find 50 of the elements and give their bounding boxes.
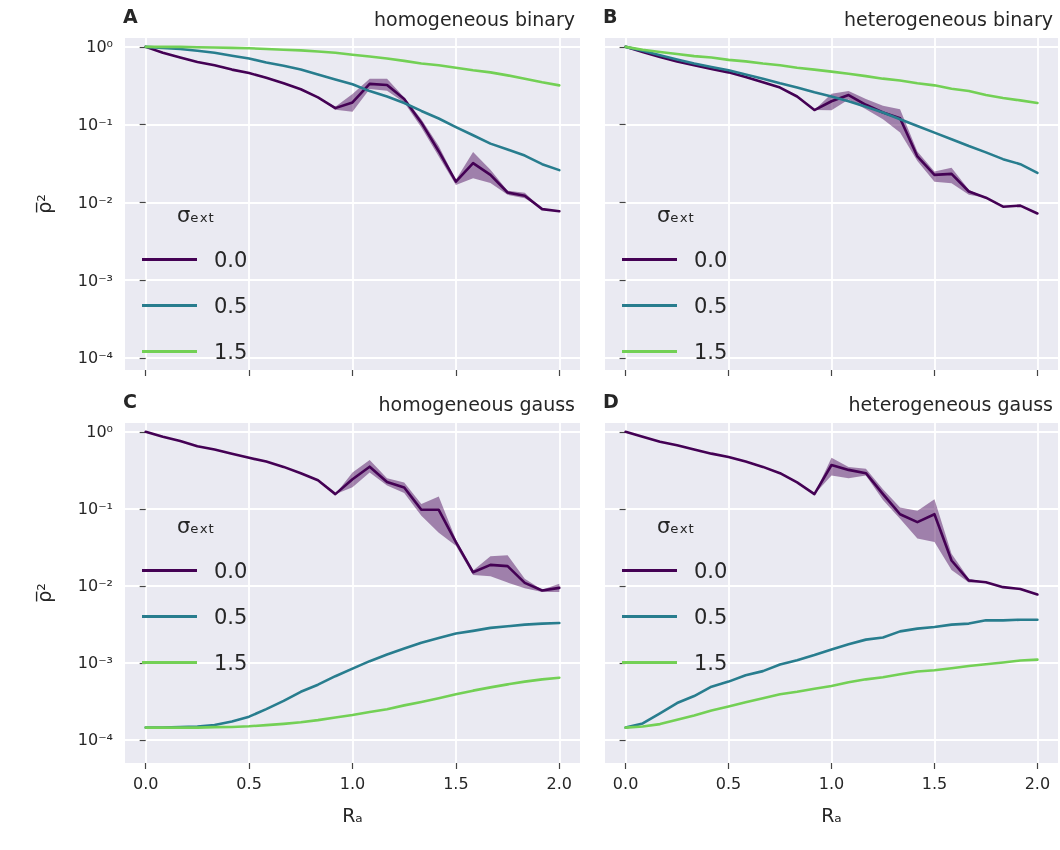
text: B [603, 4, 618, 27]
y-tick-label: 10⁰ [86, 422, 113, 442]
y-tick-label: 10⁻² [77, 576, 113, 596]
legend-title: σₑₓₜ [657, 202, 695, 227]
legend-label: 0.5 [694, 604, 728, 629]
text: D [603, 389, 619, 412]
chart-title: homogeneous binary [374, 7, 575, 30]
x-tick-label: 0.0 [132, 773, 159, 793]
x-tick-label: 1.5 [921, 773, 948, 793]
x-tick-label: 0.5 [715, 773, 742, 793]
chart-title: homogeneous gauss [378, 392, 576, 415]
y-tick-label: 10⁻⁴ [77, 348, 113, 368]
legend-label: 0.5 [694, 293, 728, 318]
y-tick-label: 10⁻³ [77, 270, 113, 290]
legend-label: 1.5 [214, 339, 248, 364]
legend-label: 0.0 [694, 247, 728, 272]
chart-title: heterogeneous binary [843, 7, 1054, 30]
x-tick-label: 1.5 [443, 773, 469, 793]
y-tick-label: 10⁻¹ [77, 499, 113, 519]
y-tick-label: 10⁻³ [77, 653, 113, 673]
legend-label: 0.0 [214, 247, 248, 272]
text: C [123, 389, 137, 412]
y-tick-label: 10⁻¹ [77, 115, 113, 135]
y-tick-label: 10⁻⁴ [77, 730, 113, 750]
legend-title: σₑₓₜ [177, 202, 215, 227]
x-tick-label: 2.0 [546, 773, 573, 793]
x-tick-label: 1.0 [339, 773, 366, 793]
legend-label: 0.0 [694, 558, 728, 583]
x-tick-label: 1.0 [818, 773, 845, 793]
line-series [144, 676, 561, 729]
legend-label: 0.5 [214, 604, 248, 629]
legend-label: 0.0 [214, 558, 248, 583]
legend-label: 0.5 [214, 293, 248, 318]
legend-label: 1.5 [694, 650, 728, 675]
legend-label: 1.5 [214, 650, 248, 675]
y-axis-title: ρ̅² [32, 194, 55, 214]
chart-title: heterogeneous gauss [848, 392, 1054, 415]
x-axis-title: Rₐ [342, 803, 363, 826]
x-tick-label: 0.0 [612, 773, 639, 793]
legend-label: 1.5 [694, 339, 728, 364]
y-tick-label: 10⁰ [86, 37, 113, 57]
x-tick-label: 2.0 [1024, 773, 1051, 793]
line-series [144, 45, 561, 87]
legend-title: σₑₓₜ [177, 513, 215, 538]
x-axis-title: Rₐ [821, 803, 842, 826]
x-tick-label: 0.5 [236, 773, 262, 793]
y-tick-label: 10⁻² [77, 192, 113, 212]
legend-title: σₑₓₜ [657, 513, 695, 538]
y-axis-title: ρ̅² [32, 583, 55, 603]
text: A [123, 4, 138, 27]
